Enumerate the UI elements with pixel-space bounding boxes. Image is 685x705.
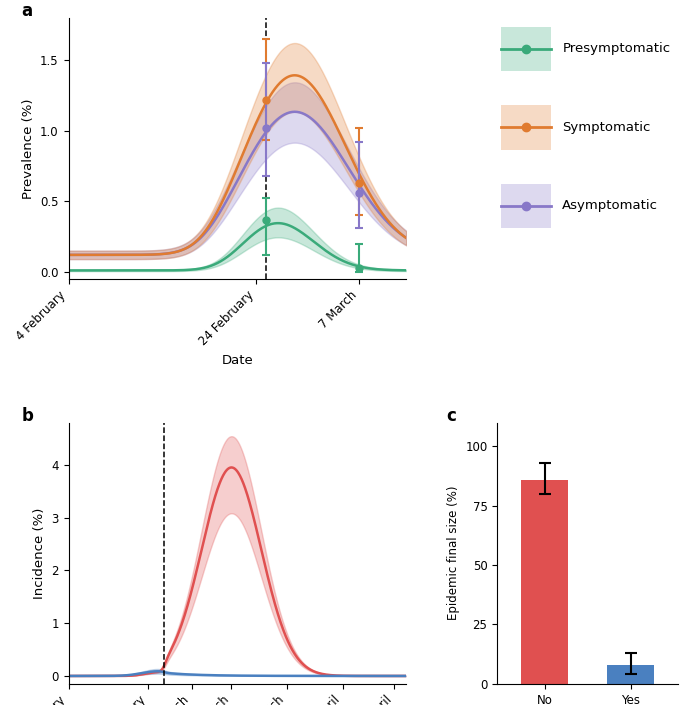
Text: a: a	[21, 2, 32, 20]
Bar	[521, 479, 569, 684]
Y-axis label: Epidemic final size (%): Epidemic final size (%)	[447, 486, 460, 620]
Y-axis label: Prevalence (%): Prevalence (%)	[22, 98, 35, 199]
Text: Symptomatic: Symptomatic	[562, 121, 651, 134]
Text: Asymptomatic: Asymptomatic	[562, 200, 658, 212]
Text: Presymptomatic: Presymptomatic	[562, 42, 671, 56]
X-axis label: Date: Date	[221, 354, 253, 367]
Y-axis label: Incidence (%): Incidence (%)	[33, 508, 46, 599]
Text: b: b	[21, 407, 33, 425]
Bar	[607, 665, 654, 684]
Text: c: c	[447, 407, 456, 425]
